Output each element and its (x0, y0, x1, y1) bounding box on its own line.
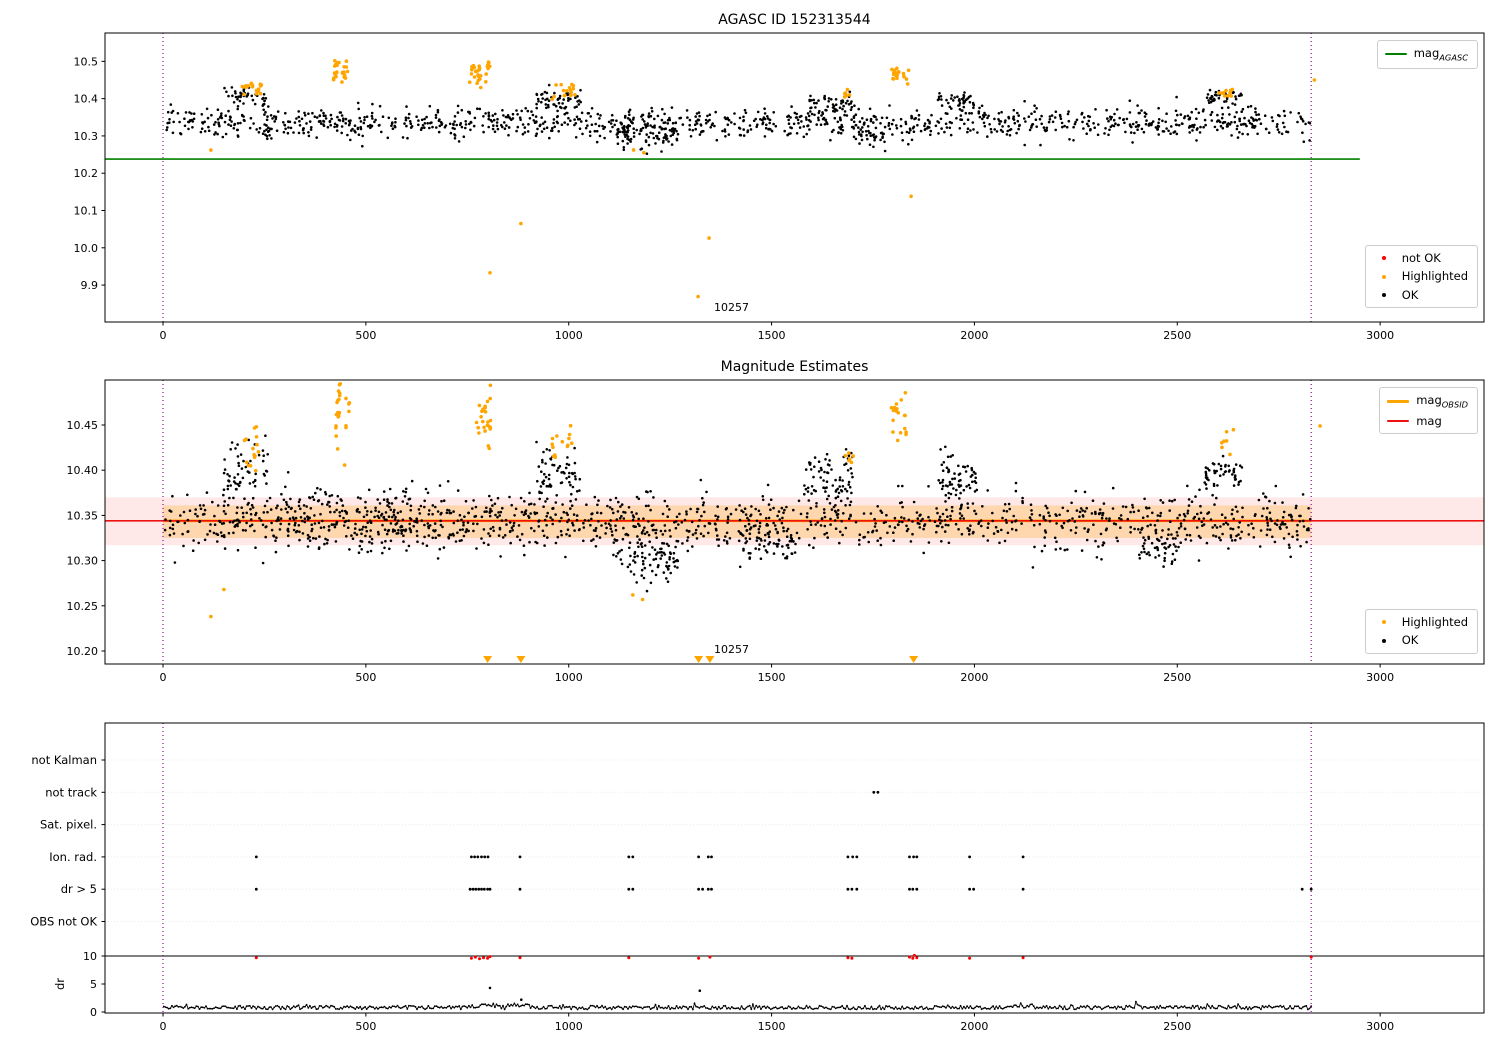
flag-dots-dr-5 (254, 887, 1313, 891)
x-tick-label: 3000 (1366, 1020, 1394, 1033)
flag-row-label-dr-5: dr > 5 (61, 882, 97, 896)
scatter-highlighted (209, 382, 1322, 619)
y-tick-label: 10.35 (67, 509, 99, 522)
y-tick-label: 10.45 (67, 419, 99, 432)
x-tick-label: 0 (160, 671, 167, 684)
flag-row-label-ion-rad: Ion. rad. (49, 850, 97, 864)
x-tick-label: 3000 (1366, 671, 1394, 684)
y-tick-label: 10.25 (67, 600, 99, 613)
legend-dot-marker (1373, 638, 1395, 643)
dr-outlier-dots (488, 986, 702, 1001)
y-tick-label: 10.5 (74, 55, 99, 68)
legend-item-magagasc: magAGASC (1384, 46, 1468, 63)
y-tick-label: 10.2 (74, 167, 99, 180)
clipped-marker (909, 656, 919, 663)
legend-item-highlighted: Highlighted (1373, 269, 1468, 283)
legend-label: OK (1401, 633, 1419, 648)
dr-tick-label: 10 (83, 950, 97, 963)
legend-label: magAGASC (1413, 46, 1468, 63)
x-tick-label: 500 (355, 1020, 376, 1033)
x-tick-label: 1000 (555, 1020, 583, 1033)
x-tick-label: 2500 (1163, 329, 1191, 342)
plot2-annotation-10257: 10257 (714, 642, 749, 656)
legend-item-highlighted: Highlighted (1373, 615, 1468, 629)
x-tick-label: 1500 (758, 1020, 786, 1033)
y-tick-label: 10.3 (74, 130, 99, 143)
x-tick-label: 1000 (555, 671, 583, 684)
x-tick-label: 500 (355, 671, 376, 684)
plot1-title: AGASC ID 152313544 (718, 12, 871, 28)
legend-line-marker (1384, 53, 1407, 56)
flag-row-label-obs-not-ok: OBS not OK (30, 915, 97, 929)
flag-dots-not-track (872, 790, 880, 794)
legend-item-not-ok: not OK (1373, 251, 1468, 265)
flag-row-label-not-track: not track (45, 785, 97, 799)
x-tick-label: 2500 (1163, 1020, 1191, 1033)
x-tick-label: 0 (160, 329, 167, 342)
x-tick-label: 1500 (758, 671, 786, 684)
flag-dots-ion-rad (254, 855, 1025, 859)
x-tick-label: 1500 (758, 329, 786, 342)
legend-dot-marker (1373, 620, 1395, 625)
legend-dot-marker (1373, 292, 1395, 297)
x-tick-label: 3000 (1366, 329, 1394, 342)
plot3: not Kalman not track Sat. pixel. Ion. rad. d… (30, 722, 1485, 1033)
scatter-ok (165, 83, 1312, 155)
y-tick-label: 9.9 (81, 279, 99, 292)
plot1-legend-markers: not OK Highlighted OK (1364, 245, 1478, 309)
x-tick-label: 2500 (1163, 671, 1191, 684)
legend-label: Highlighted (1401, 615, 1468, 629)
plot1-annotation-10257: 10257 (714, 300, 749, 314)
axes-spines (104, 722, 1485, 1014)
legend-label: Highlighted (1401, 269, 1468, 284)
legend-label: magOBSID (1416, 393, 1468, 410)
plot2-title: Magnitude Estimates (720, 359, 869, 375)
dr-tick-label: 5 (90, 978, 97, 991)
dr-big-red-dots (254, 953, 1313, 961)
x-tick-label: 2000 (960, 329, 988, 342)
x-tick-label: 2000 (960, 671, 988, 684)
legend-label: OK (1401, 287, 1419, 302)
dr-trace-dots (162, 1000, 1313, 1011)
clipped-marker (694, 656, 704, 663)
plot2: 10.20 10.25 10.30 10.35 10.40 10.45 0 500 1000 15… (67, 379, 1485, 684)
x-tick-label: 0 (160, 1020, 167, 1033)
legend-item-ok: OK (1373, 633, 1468, 647)
clipped-marker (483, 656, 493, 663)
x-tick-label: 1000 (555, 329, 583, 342)
y-tick-label: 10.30 (67, 555, 99, 568)
legend-label: not OK (1401, 251, 1441, 265)
legend-item-mag: mag (1387, 414, 1468, 428)
x-tick-label: 2000 (960, 1020, 988, 1033)
y-tick-label: 10.0 (74, 242, 99, 255)
legend-item-magobsid: magOBSID (1387, 393, 1468, 410)
plot2-legend-lines: magOBSID mag (1379, 387, 1478, 435)
x-tick-label: 500 (355, 329, 376, 342)
legend-dot-marker (1373, 274, 1395, 279)
scatter-ok (163, 434, 1312, 593)
axes-spines (104, 379, 1485, 665)
legend-line-marker (1387, 399, 1410, 403)
legend-dot-marker (1373, 256, 1395, 261)
legend-label: mag (1416, 413, 1442, 428)
plot1-legend-lines: magAGASC (1376, 40, 1478, 69)
plot1: 9.9 10.0 10.1 10.2 10.3 10.4 10.5 0 500 1000 1500 2… (74, 32, 1485, 342)
y-tick-label: 10.1 (74, 205, 99, 218)
y-tick-label: 10.40 (67, 464, 99, 477)
dr-axis-label: dr (53, 978, 67, 990)
flag-row-label-not-kalman: not Kalman (31, 753, 97, 767)
legend-line-marker (1387, 419, 1410, 422)
legend-item-ok: OK (1373, 288, 1468, 302)
y-tick-label: 10.4 (74, 93, 99, 106)
clipped-marker (705, 656, 715, 663)
axes-spines (104, 32, 1485, 323)
y-tick-label: 10.20 (67, 645, 99, 658)
scatter-highlighted (209, 59, 1317, 299)
flag-row-label-sat-pixel: Sat. pixel. (40, 818, 97, 832)
clipped-marker (516, 656, 526, 663)
plot2-legend-markers: Highlighted OK (1364, 609, 1478, 654)
dr-tick-label: 0 (90, 1006, 97, 1019)
